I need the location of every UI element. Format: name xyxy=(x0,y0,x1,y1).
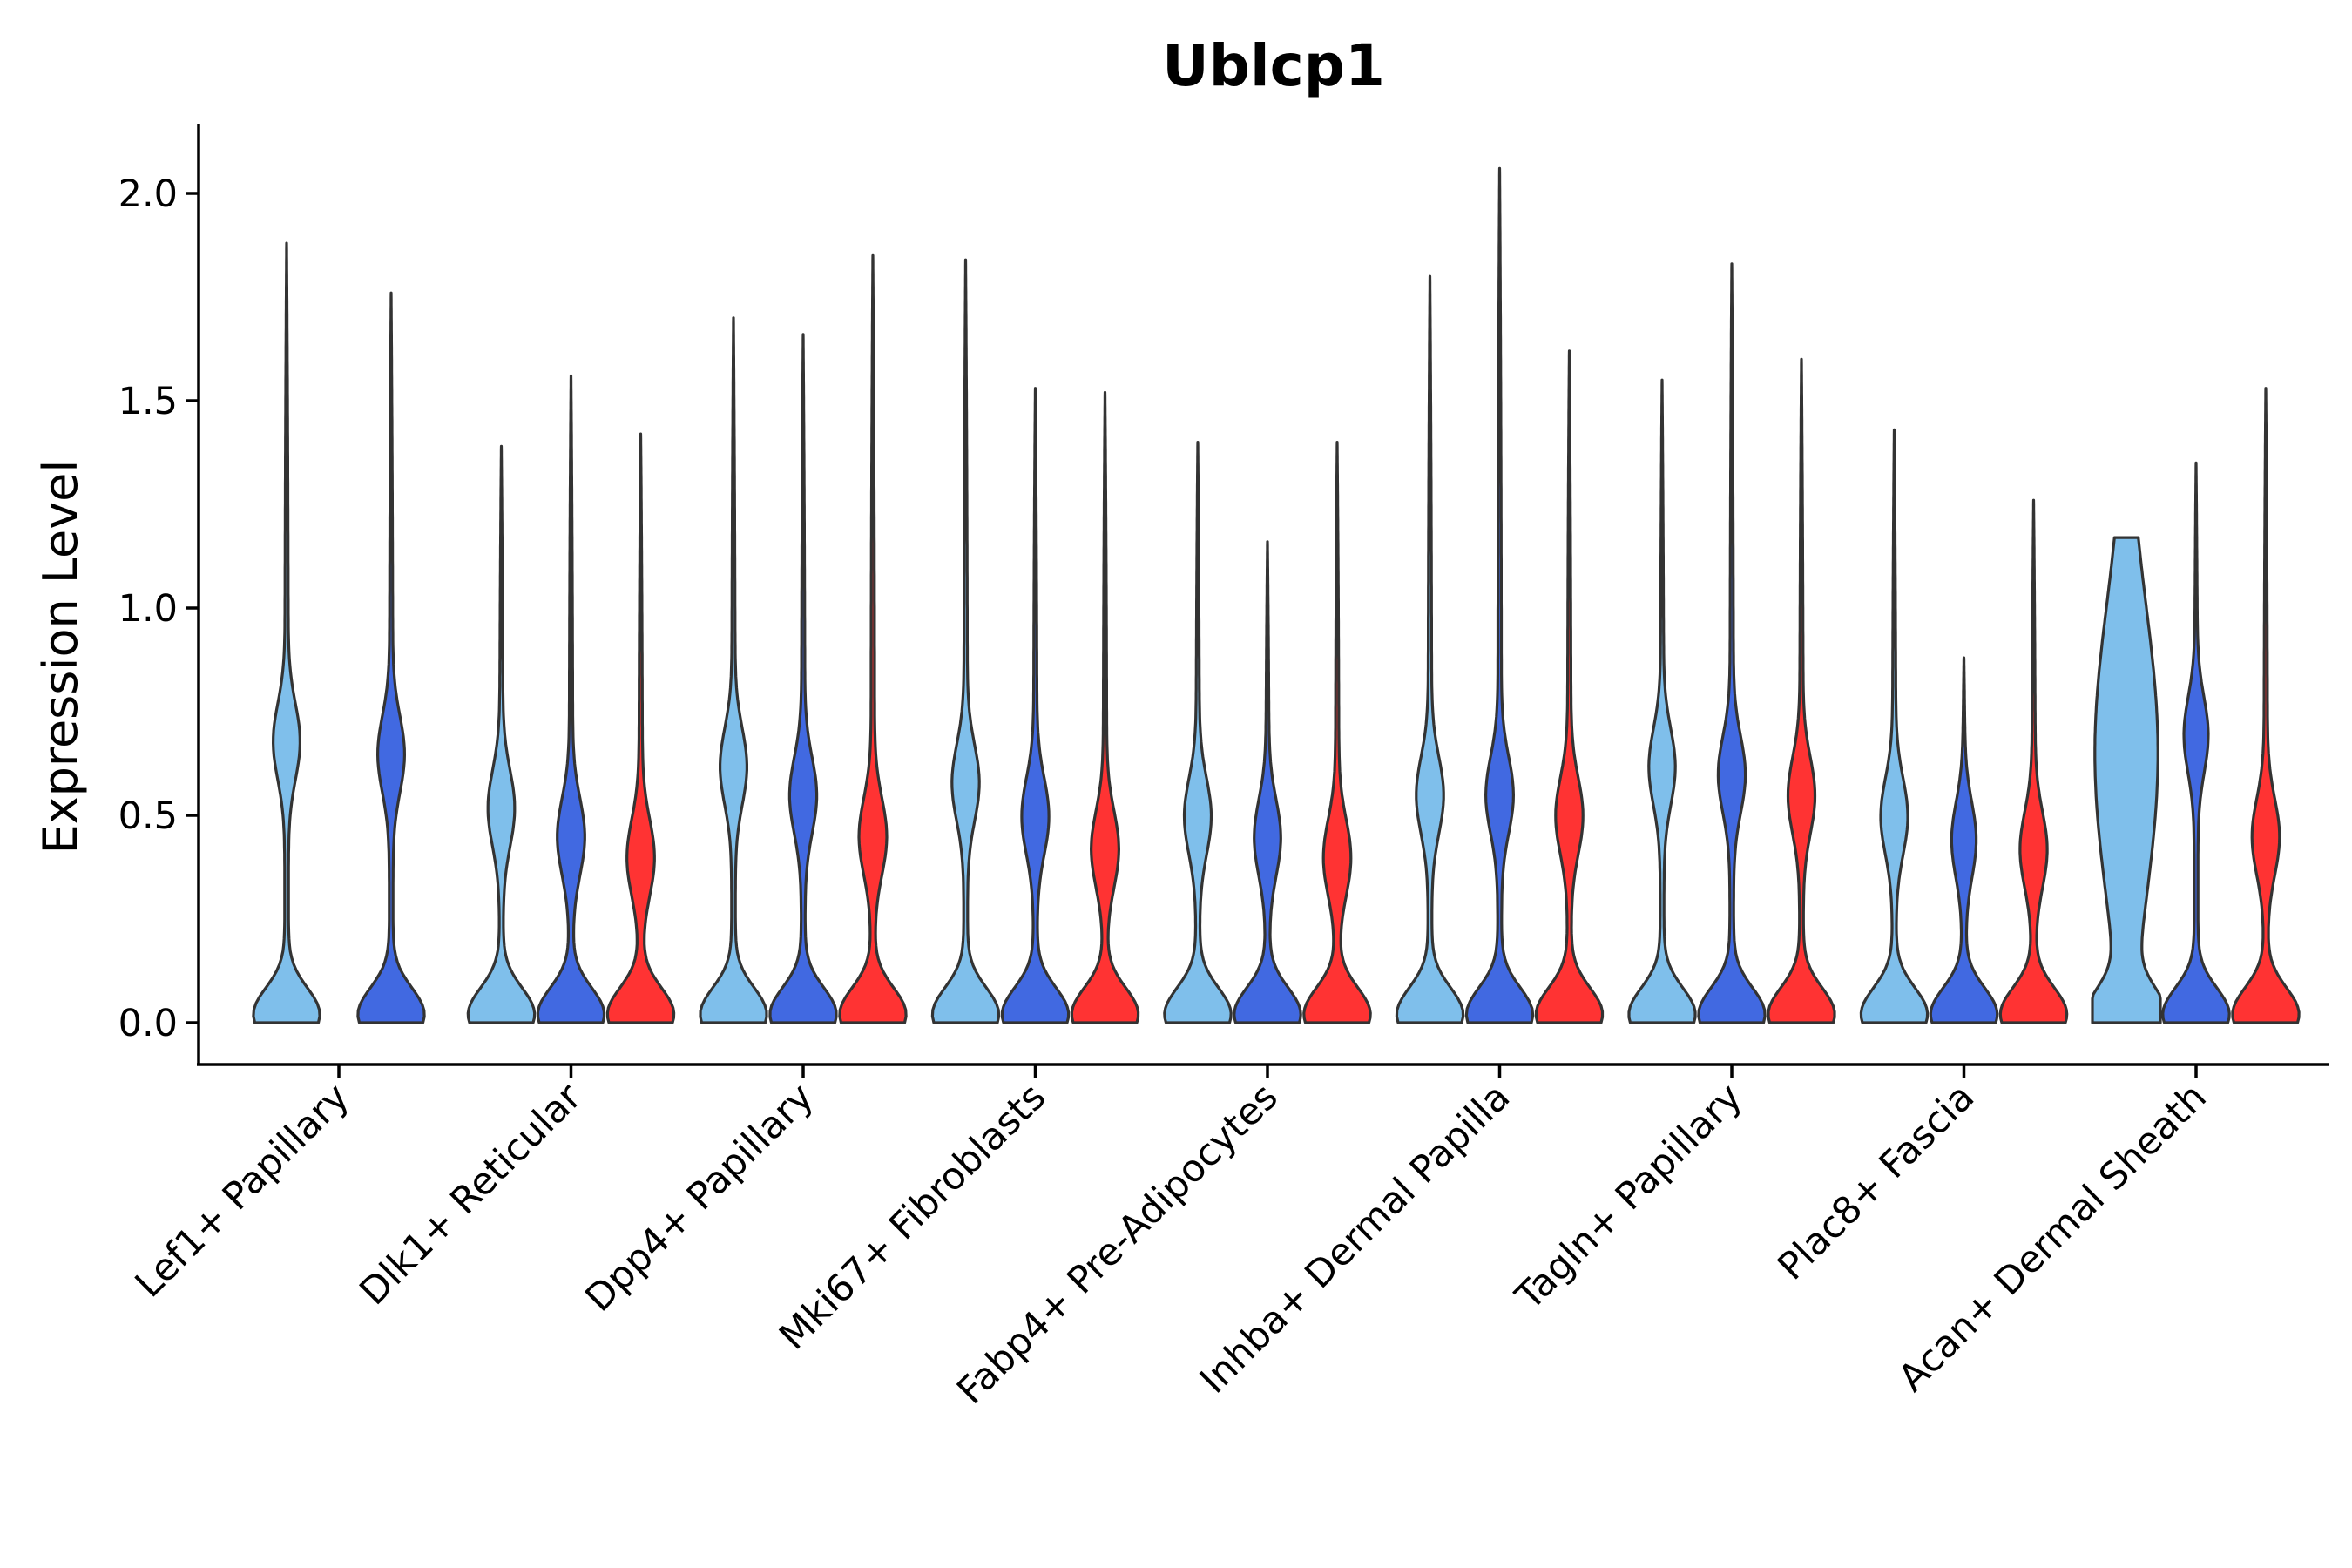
violin-1-4 xyxy=(1163,441,1233,1024)
violin-1-0 xyxy=(252,241,321,1024)
violin-2-3 xyxy=(1000,387,1071,1024)
violin-1-5 xyxy=(1395,274,1465,1024)
y-tick-label: 0.0 xyxy=(118,1002,178,1045)
violin-3-2 xyxy=(838,253,908,1024)
chart-title: Ublcp1 xyxy=(1162,32,1385,99)
violin-group xyxy=(252,166,2301,1024)
violin-1-1 xyxy=(466,444,537,1024)
violin-3-1 xyxy=(605,432,676,1024)
x-tick-label: Plac8+ Fascia xyxy=(1769,1075,1983,1288)
y-tick-label: 1.5 xyxy=(118,380,178,423)
violin-2-5 xyxy=(1464,166,1535,1024)
x-tick-label: Lef1+ Papillary xyxy=(127,1075,358,1306)
y-tick-label: 2.0 xyxy=(118,172,178,216)
violin-3-8 xyxy=(2231,387,2301,1024)
y-tick-label: 1.0 xyxy=(118,587,178,631)
violin-3-4 xyxy=(1302,441,1372,1024)
violin-2-2 xyxy=(768,333,838,1024)
x-tick-label: Mki67+ Fibroblasts xyxy=(771,1075,1054,1358)
violin-2-7 xyxy=(1929,656,1999,1024)
violin-2-0 xyxy=(356,291,426,1024)
x-tick-label: Dlk1+ Reticular xyxy=(352,1075,591,1314)
violin-1-6 xyxy=(1627,378,1697,1024)
x-tick-label: Dpp4+ Papillary xyxy=(578,1075,822,1320)
violin-3-7 xyxy=(1998,498,2069,1024)
violin-2-6 xyxy=(1697,262,1767,1024)
violin-3-5 xyxy=(1534,349,1605,1024)
x-tick-label: Tagln+ Papillary xyxy=(1507,1075,1751,1319)
violin-3-6 xyxy=(1767,357,1836,1024)
violin-2-1 xyxy=(536,374,606,1024)
y-axis-label: Expression Level xyxy=(33,460,88,855)
violin-1-2 xyxy=(699,316,768,1024)
violin-2-8 xyxy=(2161,461,2231,1024)
violin-1-3 xyxy=(930,258,1001,1024)
y-ticks: 0.0 0.5 1.0 1.5 2.0 xyxy=(118,172,199,1045)
violin-3-3 xyxy=(1070,390,1140,1024)
violin-1-7 xyxy=(1859,428,1930,1024)
violin-2-4 xyxy=(1233,540,1302,1024)
y-tick-label: 0.5 xyxy=(118,794,178,838)
violin-1-8 xyxy=(2091,536,2162,1024)
